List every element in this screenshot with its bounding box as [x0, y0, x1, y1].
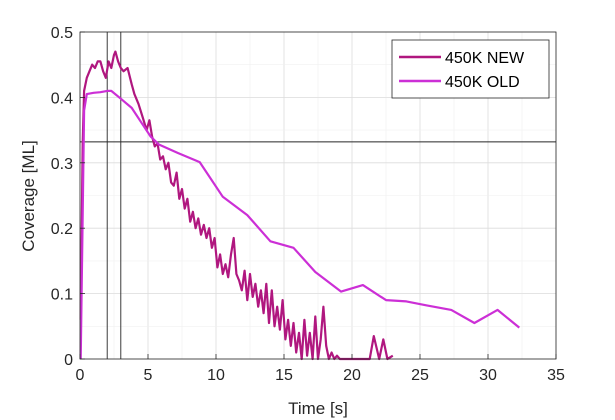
x-tick-label: 0	[76, 367, 85, 384]
y-tick-label: 0.2	[51, 221, 73, 238]
y-tick-label: 0.5	[51, 25, 73, 42]
y-tick-labels: 0 0.1 0.2 0.3 0.4 0.5	[51, 25, 73, 369]
x-tick-label: 5	[144, 367, 153, 384]
legend-label-450k-new: 450K NEW	[445, 50, 525, 67]
x-tick-labels: 0 5 10 15 20 25 30 35	[76, 367, 565, 384]
x-tick-label: 25	[411, 367, 429, 384]
x-axis-label: Time [s]	[288, 399, 348, 418]
x-tick-label: 15	[275, 367, 293, 384]
axes-box	[79, 31, 557, 360]
x-tick-label: 10	[207, 367, 225, 384]
legend: 450K NEW 450K OLD	[391, 39, 550, 99]
reference-lines	[80, 32, 556, 359]
x-tick-label: 35	[547, 367, 565, 384]
series-line-450k-new	[79, 50, 394, 361]
y-tick-label: 0	[64, 352, 73, 369]
legend-box	[391, 39, 550, 99]
y-tick-label: 0.1	[51, 287, 73, 304]
series-group	[79, 50, 520, 361]
y-axis-label: Coverage [ML]	[19, 140, 38, 252]
tick-marks	[79, 31, 557, 360]
series-line-450k-old	[79, 89, 520, 360]
legend-label-450k-old: 450K OLD	[445, 74, 520, 91]
y-tick-label: 0.4	[51, 90, 73, 107]
x-tick-label: 20	[343, 367, 361, 384]
y-tick-label: 0.3	[51, 156, 73, 173]
x-tick-label: 30	[479, 367, 497, 384]
